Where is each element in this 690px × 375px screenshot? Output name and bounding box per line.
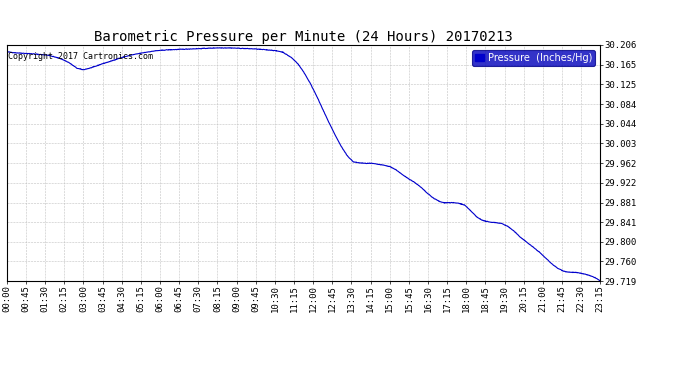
Title: Barometric Pressure per Minute (24 Hours) 20170213: Barometric Pressure per Minute (24 Hours… bbox=[95, 30, 513, 44]
Legend: Pressure  (Inches/Hg): Pressure (Inches/Hg) bbox=[472, 50, 595, 66]
Text: Copyright 2017 Cartronics.com: Copyright 2017 Cartronics.com bbox=[8, 52, 153, 61]
